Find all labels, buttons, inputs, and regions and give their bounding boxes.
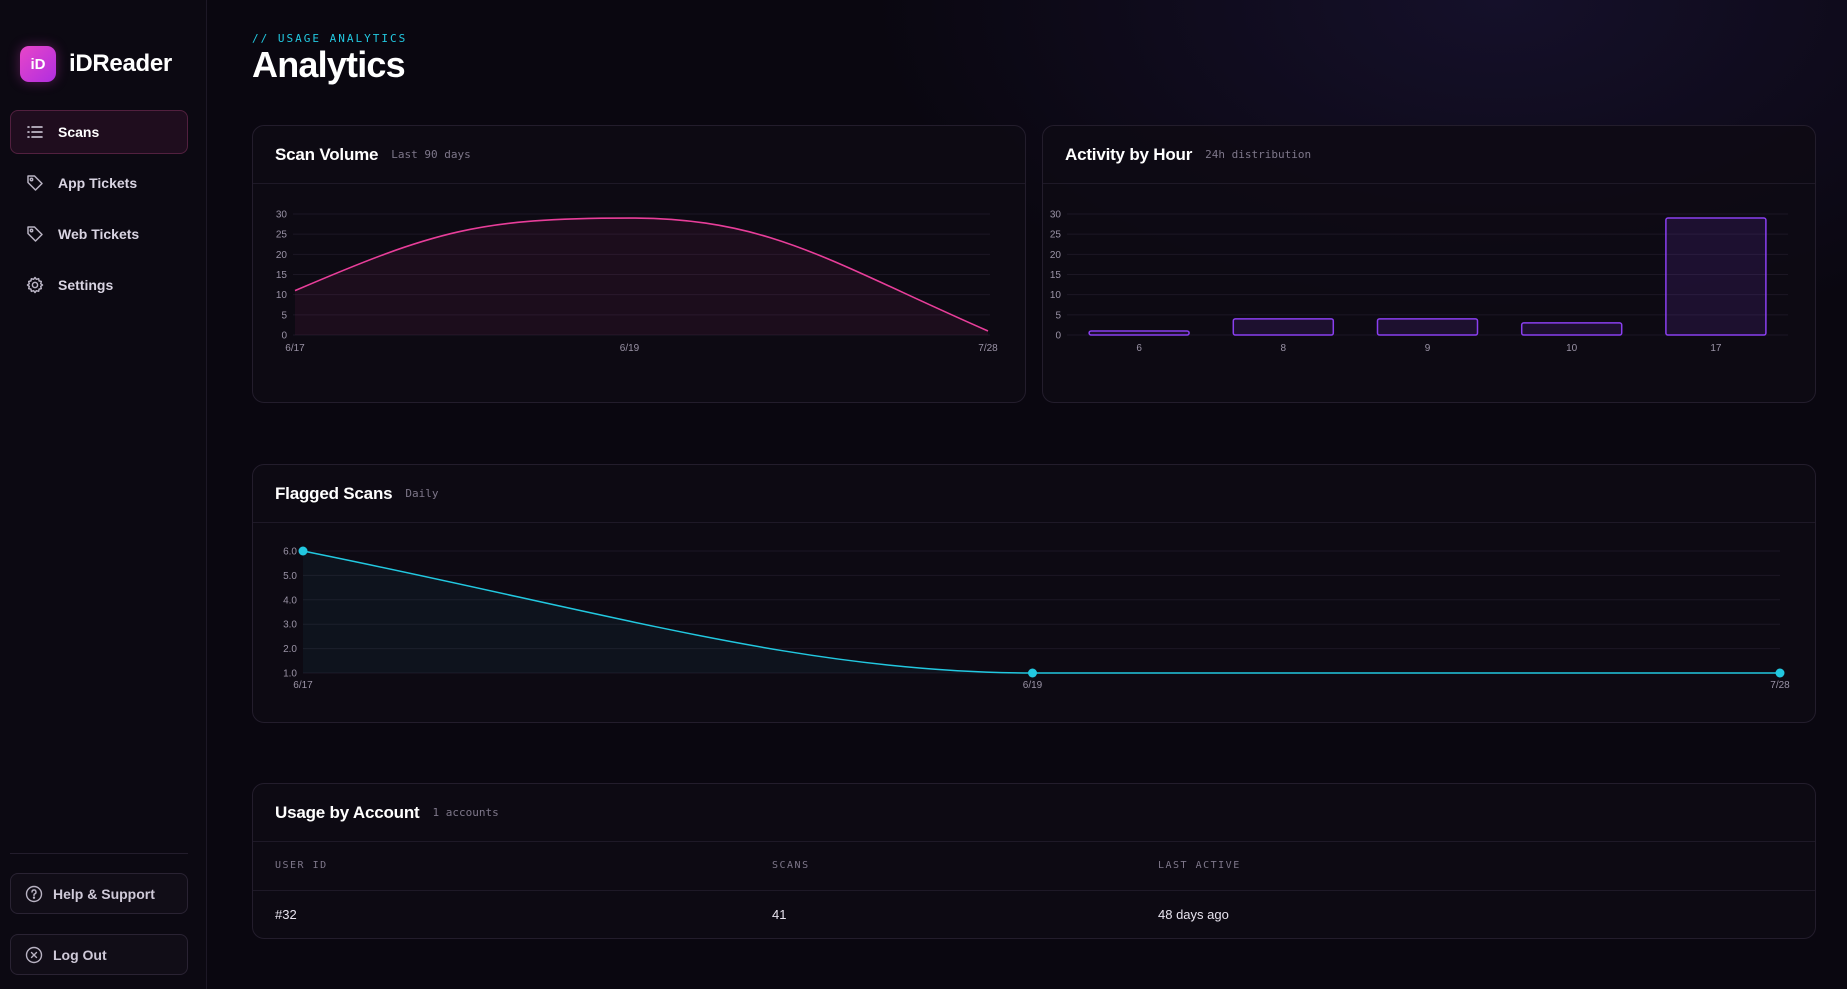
sidebar-item-label: Scans [58, 124, 100, 140]
column-header-scans[interactable]: SCANS [772, 842, 1158, 891]
flagged-scans-chart: 1.0 2.0 3.0 4.0 5.0 6.0 6/17 6/19 7/28 [283, 546, 1790, 691]
series-line [302, 550, 1780, 674]
sidebar-item-scans[interactable]: Scans [10, 110, 188, 154]
bar [1520, 322, 1623, 336]
series-line [294, 217, 989, 332]
card-subtitle: 1 accounts [432, 806, 499, 819]
y-tick-label: 1.0 [283, 669, 297, 680]
y-tick-label: 15 [276, 270, 288, 281]
y-tick-label: 6.0 [283, 547, 297, 558]
y-tick-label: 2.0 [283, 644, 297, 655]
scan-volume-chart: 0 5 10 15 20 25 30 6/17 6/19 7/28 [276, 210, 998, 355]
bar [1088, 330, 1190, 336]
card-title: Flagged Scans [275, 483, 393, 503]
card-header: Activity by Hour 24h distribution [1043, 126, 1815, 184]
x-tick-label: 6/19 [1023, 680, 1043, 691]
y-tick-label: 20 [276, 250, 288, 261]
brand-name: iDReader [69, 50, 172, 77]
card-subtitle: Daily [405, 487, 439, 500]
x-tick-label: 6 [1136, 343, 1142, 354]
x-tick-label: 6/17 [285, 343, 305, 354]
y-tick-label: 5 [281, 310, 287, 321]
page-title: Analytics [252, 44, 406, 85]
usage-by-account-card: Usage by Account 1 accounts USER ID SCAN… [252, 783, 1816, 939]
x-tick-label: 7/28 [1770, 680, 1790, 691]
sidebar-item-settings[interactable]: Settings [10, 263, 188, 307]
y-tick-label: 4.0 [283, 595, 297, 606]
column-header-user-id[interactable]: USER ID [253, 842, 772, 891]
card-header: Scan Volume Last 90 days [253, 126, 1025, 184]
table-row[interactable]: #32 41 48 days ago [253, 890, 1815, 938]
help-icon [24, 884, 44, 904]
card-header: Flagged Scans Daily [253, 465, 1815, 523]
sidebar-item-web-tickets[interactable]: Web Tickets [10, 212, 188, 256]
sidebar-item-label: Web Tickets [58, 226, 140, 242]
y-tick-label: 25 [276, 230, 288, 241]
data-point [1028, 668, 1037, 678]
sidebar-item-label: App Tickets [58, 175, 138, 191]
accounts-table: USER ID SCANS LAST ACTIVE #32 41 48 days… [253, 842, 1815, 938]
x-tick-label: 10 [1566, 343, 1578, 354]
y-tick-label: 5.0 [283, 571, 297, 582]
x-tick-label: 8 [1281, 343, 1287, 354]
x-tick-label: 17 [1710, 343, 1722, 354]
cell-last-active: 48 days ago [1158, 906, 1229, 922]
y-tick-label: 0 [1055, 331, 1061, 342]
page-eyebrow: // USAGE ANALYTICS [252, 32, 408, 45]
logo-icon: iD [20, 46, 56, 82]
y-tick-label: 20 [1050, 250, 1062, 261]
activity-chart: 0 5 10 15 20 25 30 6 8 9 10 17 [1050, 210, 1788, 354]
series-area [295, 218, 988, 335]
card-subtitle: 24h distribution [1205, 148, 1312, 161]
cell-user-id: #32 [275, 906, 297, 922]
y-tick-label: 10 [1050, 290, 1062, 301]
tag-icon [25, 173, 45, 193]
y-tick-label: 5 [1055, 310, 1061, 321]
activity-card: Activity by Hour 24h distribution 0 5 10 15… [1042, 125, 1816, 403]
bar [1232, 318, 1335, 336]
card-subtitle: Last 90 days [391, 148, 471, 161]
cell-scans: 41 [772, 906, 787, 922]
x-tick-label: 6/19 [620, 343, 640, 354]
y-tick-label: 0 [281, 331, 287, 342]
x-tick-label: 9 [1425, 343, 1431, 354]
card-title: Usage by Account [275, 802, 420, 822]
help-support-label: Help & Support [53, 885, 155, 902]
bar [1376, 318, 1479, 336]
bar [1665, 217, 1767, 336]
list-icon [25, 122, 45, 142]
sidebar-divider [10, 853, 188, 854]
y-tick-label: 3.0 [283, 620, 297, 631]
logout-button[interactable]: Log Out [10, 934, 188, 975]
x-tick-label: 6/17 [293, 680, 313, 691]
card-header: Usage by Account 1 accounts [253, 784, 1815, 842]
brand[interactable]: iD iDReader [20, 46, 172, 82]
help-support-button[interactable]: Help & Support [10, 873, 188, 914]
table-header-row: USER ID SCANS LAST ACTIVE [253, 842, 1815, 891]
y-tick-label: 15 [1050, 270, 1062, 281]
series-area [303, 551, 1780, 673]
data-point [1775, 668, 1785, 678]
flagged-scans-card: Flagged Scans Daily 1.0 2.0 3.0 4.0 5.0 6.0 6/… [252, 464, 1816, 723]
logout-label: Log Out [53, 946, 107, 963]
y-tick-label: 25 [1050, 230, 1062, 241]
sidebar-nav: Scans App Tickets Web Tickets [10, 110, 188, 314]
data-point [298, 546, 308, 556]
x-tick-label: 7/28 [978, 343, 998, 354]
gear-icon [25, 275, 45, 295]
sidebar-item-app-tickets[interactable]: App Tickets [10, 161, 188, 205]
y-tick-label: 10 [276, 290, 288, 301]
card-title: Scan Volume [275, 144, 379, 164]
column-header-last-active[interactable]: LAST ACTIVE [1158, 842, 1815, 891]
card-title: Activity by Hour [1065, 144, 1193, 164]
tag-icon [25, 224, 45, 244]
sidebar-item-label: Settings [58, 277, 114, 293]
scan-volume-card: Scan Volume Last 90 days 0 5 10 15 20 25 30 6/1… [252, 125, 1026, 403]
y-tick-label: 30 [1050, 210, 1062, 221]
sidebar: iD iDReader Scans App Tickets [0, 0, 207, 989]
y-tick-label: 30 [276, 210, 288, 221]
close-circle-icon [24, 945, 44, 965]
